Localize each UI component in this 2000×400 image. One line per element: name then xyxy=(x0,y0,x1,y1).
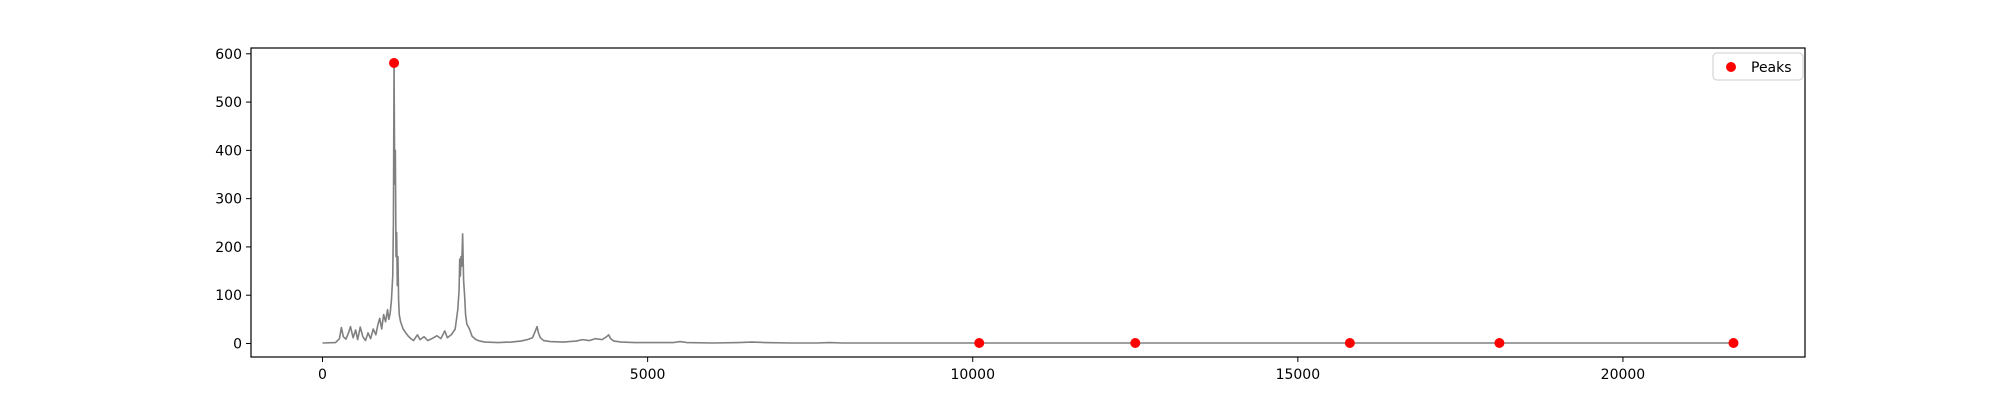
y-tick-label: 500 xyxy=(215,95,242,111)
legend-box xyxy=(1712,52,1804,81)
legend-marker-peaks xyxy=(1726,62,1736,72)
y-tick-label: 0 xyxy=(233,336,242,352)
y-axis: 0 100 200 300 400 500 600 xyxy=(215,47,251,352)
y-tick-label: 400 xyxy=(215,143,242,159)
y-tick-label: 200 xyxy=(215,240,242,256)
plot-area xyxy=(322,57,1739,348)
peak-point-1 xyxy=(974,337,985,348)
spectrum-line xyxy=(322,62,1734,344)
x-tick-label: 0 xyxy=(318,367,327,383)
y-tick-label: 600 xyxy=(215,47,242,63)
y-tick-label: 300 xyxy=(215,192,242,208)
x-tick-label: 15000 xyxy=(1276,367,1321,383)
legend: Peaks xyxy=(1712,52,1804,81)
y-tick-label: 100 xyxy=(215,288,242,304)
peak-point-4 xyxy=(1494,337,1505,348)
peak-point-0 xyxy=(389,57,400,68)
x-tick-label: 20000 xyxy=(1601,367,1646,383)
x-tick-label: 10000 xyxy=(950,367,995,383)
plot-frame xyxy=(250,47,1806,358)
peak-point-2 xyxy=(1130,337,1141,348)
x-tick-label: 5000 xyxy=(630,367,666,383)
legend-label-peaks: Peaks xyxy=(1751,60,1792,76)
peak-point-3 xyxy=(1344,337,1355,348)
x-axis: 0 5000 10000 15000 20000 xyxy=(318,357,1645,383)
peak-point-5 xyxy=(1728,337,1739,348)
